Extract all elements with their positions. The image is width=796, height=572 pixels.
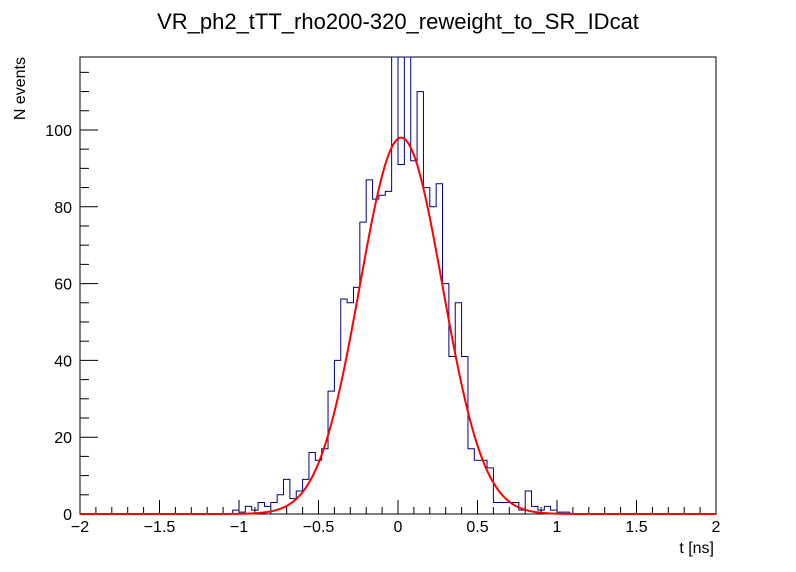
- x-tick-label: −1.5: [144, 519, 176, 536]
- gaussian-fit-line: [80, 136, 716, 515]
- histogram-series: [80, 56, 716, 515]
- x-tick-label: 0.5: [466, 519, 488, 536]
- x-tick-label: −0.5: [303, 519, 335, 536]
- x-tick-label: −2: [71, 519, 89, 536]
- y-tick-label: 100: [45, 123, 72, 140]
- y-tick-label: 0: [63, 507, 72, 524]
- y-tick-label: 20: [54, 430, 72, 447]
- x-tick-label: 1.5: [625, 519, 647, 536]
- x-tick-label: 0: [394, 519, 403, 536]
- x-axis: −2 −1.5 −1 −0.5 0 0.5 1 1.5 2: [71, 500, 721, 536]
- y-axis: 0 20 40 60 80 100: [45, 71, 98, 524]
- x-tick-label: 2: [712, 519, 721, 536]
- y-tick-label: 60: [54, 277, 72, 294]
- x-tick-label: −1: [230, 519, 248, 536]
- x-tick-label: 1: [553, 519, 562, 536]
- chart-title: VR_ph2_tTT_rho200-320_reweight_to_SR_IDc…: [157, 9, 639, 34]
- y-axis-label: N events: [12, 57, 29, 120]
- x-axis-label: t [ns]: [679, 540, 714, 557]
- y-tick-label: 40: [54, 353, 72, 370]
- y-tick-label: 80: [54, 200, 72, 217]
